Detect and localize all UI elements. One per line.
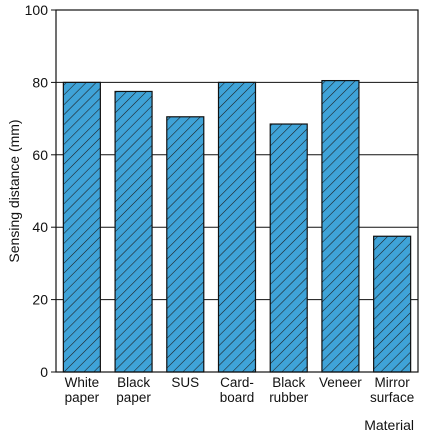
bar-mirror-surface xyxy=(373,235,412,373)
x-tick-label: Veneer xyxy=(319,375,362,390)
y-axis-ticks: 0 20 40 60 80 100 xyxy=(25,2,56,380)
y-tick-label-20: 20 xyxy=(32,292,48,308)
bar-white-paper xyxy=(62,81,101,373)
bar-black-paper xyxy=(114,90,153,373)
x-tick-label: Black rubber xyxy=(269,375,309,405)
x-tick-label: White paper xyxy=(65,375,100,405)
x-tick-label: Black paper xyxy=(116,375,151,405)
y-tick-label-0: 0 xyxy=(40,364,48,380)
y-tick-label-40: 40 xyxy=(32,219,48,235)
bar-sus xyxy=(166,116,205,373)
y-tick-label-80: 80 xyxy=(32,74,48,90)
x-axis-tick-labels: White paper Black paper SUS Card-board Black ru… xyxy=(65,375,415,405)
x-axis-title: Material xyxy=(364,417,414,433)
y-axis-title: Sensing distance (mm) xyxy=(6,119,22,262)
y-tick-label-60: 60 xyxy=(32,147,48,163)
x-tick-label: SUS xyxy=(171,375,199,390)
x-tick-label: Card-board xyxy=(220,375,255,405)
bar-black-rubber xyxy=(269,123,308,373)
bars xyxy=(62,79,412,373)
bar-veneer xyxy=(321,79,360,373)
x-tick-label: Mirror surface xyxy=(370,375,414,405)
bar-card--board xyxy=(217,81,257,373)
y-tick-label-100: 100 xyxy=(25,2,49,18)
plot-frame xyxy=(55,9,419,373)
